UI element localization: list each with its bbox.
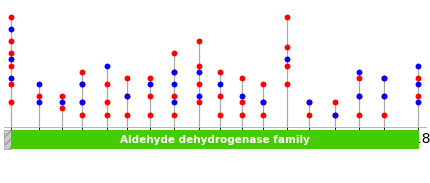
Point: [170, 83, 177, 85]
Point: [104, 64, 111, 67]
Point: [217, 70, 224, 73]
Point: [124, 95, 131, 98]
Point: [284, 46, 291, 49]
Point: [356, 95, 363, 98]
Point: [8, 64, 15, 67]
Point: [284, 64, 291, 67]
Point: [8, 58, 15, 61]
Point: [414, 95, 421, 98]
Point: [8, 40, 15, 42]
Point: [78, 83, 85, 85]
Point: [414, 64, 421, 67]
Point: [8, 83, 15, 85]
Point: [170, 70, 177, 73]
Point: [356, 113, 363, 116]
Point: [58, 101, 65, 104]
Point: [170, 52, 177, 55]
Point: [196, 40, 203, 42]
Point: [238, 101, 245, 104]
Point: [8, 27, 15, 30]
Point: [306, 113, 313, 116]
Point: [238, 76, 245, 79]
Point: [196, 70, 203, 73]
Point: [8, 101, 15, 104]
Point: [238, 95, 245, 98]
Point: [238, 113, 245, 116]
Point: [8, 15, 15, 18]
Point: [196, 64, 203, 67]
Point: [332, 101, 339, 104]
Point: [8, 76, 15, 79]
Point: [381, 76, 387, 79]
Point: [146, 95, 153, 98]
Point: [414, 76, 421, 79]
Point: [146, 76, 153, 79]
Point: [414, 83, 421, 85]
Point: [381, 95, 387, 98]
Point: [124, 113, 131, 116]
Point: [104, 83, 111, 85]
Point: [356, 95, 363, 98]
Point: [381, 113, 387, 116]
Point: [35, 101, 42, 104]
Point: [260, 113, 267, 116]
Point: [78, 70, 85, 73]
Point: [284, 83, 291, 85]
Point: [104, 113, 111, 116]
Point: [356, 70, 363, 73]
Point: [196, 95, 203, 98]
Point: [284, 58, 291, 61]
Bar: [4, 130, 12, 149]
Point: [332, 113, 339, 116]
Point: [306, 101, 313, 104]
Text: Aldehyde dehydrogenase family: Aldehyde dehydrogenase family: [120, 135, 310, 145]
Point: [58, 95, 65, 98]
Point: [196, 83, 203, 85]
Point: [306, 101, 313, 104]
Point: [78, 101, 85, 104]
Point: [381, 95, 387, 98]
Point: [260, 101, 267, 104]
Point: [78, 83, 85, 85]
Point: [104, 101, 111, 104]
Point: [124, 95, 131, 98]
Point: [146, 83, 153, 85]
Bar: [12, 130, 419, 149]
Point: [78, 101, 85, 104]
Point: [260, 83, 267, 85]
Point: [332, 113, 339, 116]
Point: [217, 95, 224, 98]
Point: [170, 101, 177, 104]
Point: [35, 83, 42, 85]
Point: [35, 95, 42, 98]
Point: [170, 113, 177, 116]
Point: [196, 101, 203, 104]
Point: [381, 76, 387, 79]
Point: [217, 113, 224, 116]
Point: [124, 76, 131, 79]
Point: [217, 83, 224, 85]
Point: [170, 95, 177, 98]
Point: [58, 107, 65, 110]
Point: [260, 101, 267, 104]
Point: [146, 113, 153, 116]
Point: [284, 15, 291, 18]
Point: [414, 101, 421, 104]
Point: [78, 113, 85, 116]
Point: [8, 52, 15, 55]
Point: [356, 76, 363, 79]
Point: [170, 70, 177, 73]
